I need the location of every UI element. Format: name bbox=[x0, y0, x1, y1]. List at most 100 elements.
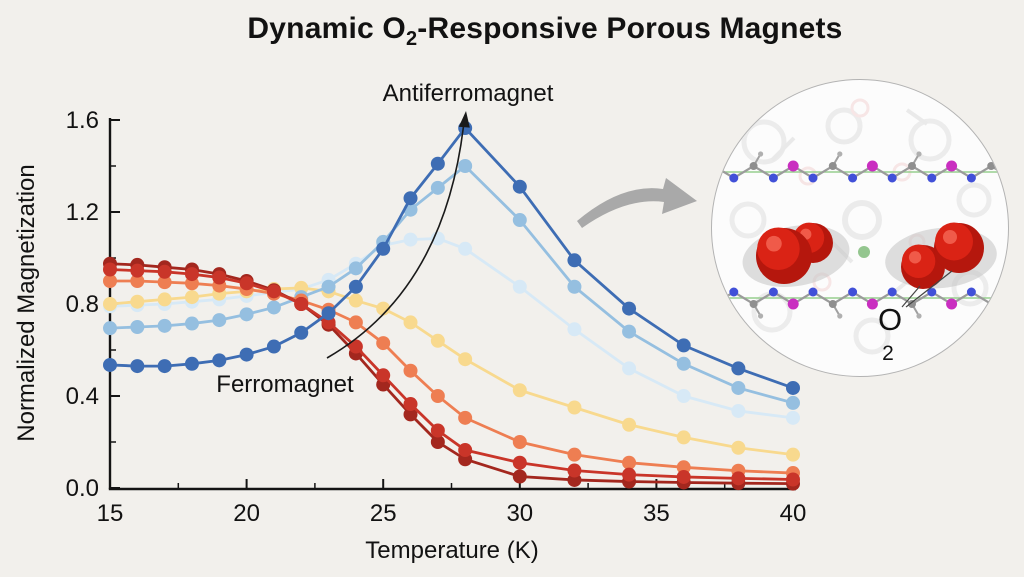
figure-title-prefix: Dynamic O bbox=[247, 12, 406, 45]
y-tick-label: 1.6 bbox=[66, 107, 99, 134]
data-point bbox=[321, 306, 336, 321]
series-layer bbox=[103, 121, 800, 491]
data-point bbox=[676, 469, 691, 484]
data-point bbox=[430, 156, 445, 171]
metal-site-atom bbox=[858, 246, 870, 258]
data-point bbox=[458, 443, 473, 458]
data-point bbox=[430, 435, 445, 449]
data-point bbox=[212, 353, 227, 368]
data-point bbox=[130, 263, 145, 278]
data-point bbox=[184, 290, 199, 305]
data-point bbox=[731, 440, 746, 455]
data-point bbox=[458, 410, 473, 425]
annotation-ferromagnet: Ferromagnet bbox=[216, 371, 354, 398]
x-axis-title: Temperature (K) bbox=[365, 537, 538, 564]
data-point bbox=[184, 356, 199, 371]
o2-molecules bbox=[756, 222, 984, 289]
data-point bbox=[157, 292, 172, 307]
data-point bbox=[786, 380, 800, 395]
figure-title-suffix: -Responsive Porous Magnets bbox=[417, 12, 843, 45]
data-point bbox=[512, 279, 527, 294]
data-point bbox=[622, 301, 637, 316]
o2-label: O bbox=[878, 302, 902, 337]
figure-title-subscript: 2 bbox=[405, 28, 418, 50]
data-point bbox=[157, 359, 172, 374]
data-point bbox=[676, 356, 691, 371]
data-point bbox=[403, 232, 418, 247]
data-point bbox=[403, 315, 418, 330]
o2-label-pointer-line bbox=[901, 285, 921, 308]
data-point bbox=[294, 297, 309, 311]
x-tick-label: 15 bbox=[97, 500, 124, 527]
data-point bbox=[676, 338, 691, 353]
data-point bbox=[348, 279, 363, 294]
coordination-chain-bottom bbox=[712, 287, 1008, 319]
data-point bbox=[294, 325, 309, 340]
data-point bbox=[103, 321, 117, 336]
transition-arrow bbox=[326, 111, 470, 359]
data-point bbox=[430, 180, 445, 195]
data-point bbox=[512, 383, 527, 398]
coordination-chain-top bbox=[712, 151, 1008, 183]
data-point bbox=[786, 395, 800, 410]
data-point bbox=[567, 322, 582, 337]
o2-sphere bbox=[901, 244, 945, 289]
data-point bbox=[430, 333, 445, 348]
data-point bbox=[103, 297, 117, 311]
data-point bbox=[376, 368, 391, 383]
data-point bbox=[266, 284, 281, 299]
data-point bbox=[622, 455, 637, 470]
o2-label-subscript: 2 bbox=[882, 342, 894, 365]
data-point bbox=[239, 276, 254, 291]
data-point bbox=[512, 213, 527, 228]
data-point bbox=[130, 294, 145, 309]
inset-structure-svg: O 2 bbox=[712, 98, 1008, 365]
series-dark-blue bbox=[103, 121, 800, 395]
data-point bbox=[348, 293, 363, 308]
data-point bbox=[731, 361, 746, 376]
data-point bbox=[348, 339, 363, 354]
data-point bbox=[430, 231, 445, 246]
data-point bbox=[512, 469, 527, 484]
series-pale-blue bbox=[103, 231, 800, 425]
data-point bbox=[321, 279, 336, 294]
data-point bbox=[512, 435, 527, 449]
data-point bbox=[676, 460, 691, 475]
data-point bbox=[103, 357, 117, 372]
o2-sphere bbox=[756, 227, 812, 284]
transition-arrow-curve bbox=[326, 121, 465, 359]
data-point bbox=[622, 361, 637, 376]
data-point bbox=[266, 339, 281, 354]
data-point bbox=[157, 275, 172, 290]
data-point bbox=[622, 467, 637, 482]
data-point bbox=[731, 471, 746, 486]
o2-label-pointer-line bbox=[905, 270, 953, 308]
data-point bbox=[348, 315, 363, 330]
data-point bbox=[266, 300, 281, 315]
data-point bbox=[430, 389, 445, 403]
x-tick-label: 25 bbox=[370, 500, 397, 527]
x-tick-label: 20 bbox=[233, 500, 260, 527]
data-point bbox=[348, 261, 363, 276]
data-point bbox=[622, 324, 637, 339]
o2-sphere bbox=[934, 222, 984, 273]
data-point bbox=[458, 241, 473, 256]
inset-structure: O 2 bbox=[711, 79, 1009, 377]
data-point bbox=[184, 316, 199, 331]
data-point bbox=[376, 301, 391, 316]
transition-arrow-head bbox=[458, 111, 470, 128]
data-point bbox=[430, 423, 445, 438]
y-tick-label: 1.2 bbox=[66, 199, 99, 226]
data-point bbox=[130, 359, 145, 374]
data-point bbox=[622, 417, 637, 432]
series-red bbox=[103, 262, 800, 487]
data-point bbox=[157, 318, 172, 333]
series-yellow bbox=[103, 280, 800, 462]
data-point bbox=[731, 403, 746, 418]
data-point bbox=[458, 352, 473, 367]
data-point bbox=[376, 241, 391, 256]
data-point bbox=[403, 397, 418, 412]
x-tick-label: 40 bbox=[780, 500, 807, 527]
data-point bbox=[130, 274, 145, 288]
